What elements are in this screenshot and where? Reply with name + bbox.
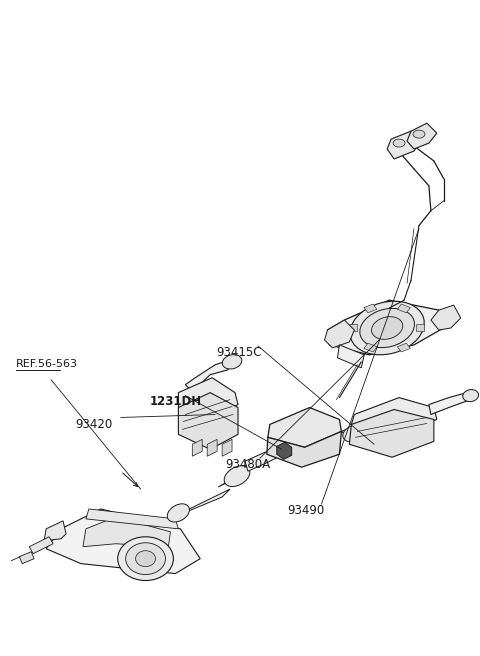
Polygon shape [337,345,364,368]
Polygon shape [19,552,34,564]
Polygon shape [351,398,437,434]
Ellipse shape [222,355,242,369]
Polygon shape [179,393,238,449]
Polygon shape [222,440,232,457]
Polygon shape [29,537,53,554]
Polygon shape [327,300,449,355]
Polygon shape [387,131,421,159]
Polygon shape [277,442,292,459]
Ellipse shape [278,436,301,453]
Polygon shape [46,509,200,573]
Polygon shape [349,409,434,457]
Ellipse shape [343,425,366,442]
Polygon shape [185,359,230,392]
Ellipse shape [224,466,250,487]
Polygon shape [44,521,66,541]
Polygon shape [364,343,377,352]
Ellipse shape [168,504,190,522]
Ellipse shape [372,317,403,339]
Polygon shape [192,440,202,457]
Polygon shape [364,304,377,313]
Ellipse shape [360,308,414,348]
Ellipse shape [136,550,156,567]
Polygon shape [324,320,354,348]
Polygon shape [397,343,410,352]
Polygon shape [218,467,252,487]
Polygon shape [268,407,341,447]
Polygon shape [407,123,437,149]
Polygon shape [86,509,179,529]
Ellipse shape [273,432,307,457]
Ellipse shape [463,390,479,401]
Text: 93480A: 93480A [226,459,271,472]
Polygon shape [267,432,341,467]
Polygon shape [429,393,471,415]
Polygon shape [83,517,170,546]
Ellipse shape [350,301,424,355]
Polygon shape [431,305,461,330]
Text: REF.56-563: REF.56-563 [16,359,78,369]
Polygon shape [174,489,230,517]
Ellipse shape [118,537,173,581]
Text: 93415C: 93415C [216,346,262,359]
Polygon shape [397,304,410,313]
Polygon shape [341,419,379,440]
Polygon shape [350,325,358,331]
Polygon shape [245,449,278,471]
Text: 93490: 93490 [288,504,325,517]
Ellipse shape [393,139,405,147]
Text: 1231DH: 1231DH [149,395,202,408]
Text: 93420: 93420 [75,418,113,431]
Polygon shape [417,325,424,331]
Polygon shape [207,440,217,457]
Ellipse shape [126,543,166,575]
Polygon shape [179,378,238,419]
Ellipse shape [413,130,425,138]
